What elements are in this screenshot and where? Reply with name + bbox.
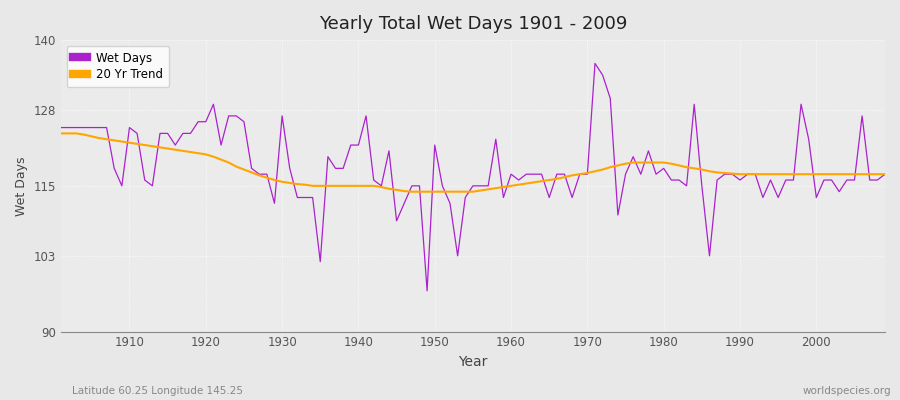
Line: Wet Days: Wet Days [61, 64, 885, 291]
20 Yr Trend [407, 189, 418, 194]
20 Yr Trend [506, 184, 517, 188]
X-axis label: Year: Year [458, 355, 488, 369]
Wet Days [506, 172, 517, 176]
20 Yr Trend [513, 182, 524, 187]
Wet Days [330, 166, 341, 171]
Wet Days [116, 184, 127, 188]
Wet Days [284, 166, 295, 171]
20 Yr Trend [330, 184, 341, 188]
Y-axis label: Wet Days: Wet Days [15, 156, 28, 216]
Wet Days [613, 212, 624, 217]
Line: 20 Yr Trend: 20 Yr Trend [61, 133, 885, 192]
Legend: Wet Days, 20 Yr Trend: Wet Days, 20 Yr Trend [67, 46, 169, 87]
Wet Days [513, 178, 524, 182]
Title: Yearly Total Wet Days 1901 - 2009: Yearly Total Wet Days 1901 - 2009 [319, 15, 627, 33]
20 Yr Trend [879, 172, 890, 176]
20 Yr Trend [284, 180, 295, 185]
Wet Days [56, 125, 67, 130]
Wet Days [422, 288, 433, 293]
20 Yr Trend [116, 139, 127, 144]
Wet Days [879, 172, 890, 176]
Wet Days [590, 61, 600, 66]
20 Yr Trend [56, 131, 67, 136]
Text: worldspecies.org: worldspecies.org [803, 386, 891, 396]
20 Yr Trend [605, 165, 616, 170]
Text: Latitude 60.25 Longitude 145.25: Latitude 60.25 Longitude 145.25 [72, 386, 243, 396]
